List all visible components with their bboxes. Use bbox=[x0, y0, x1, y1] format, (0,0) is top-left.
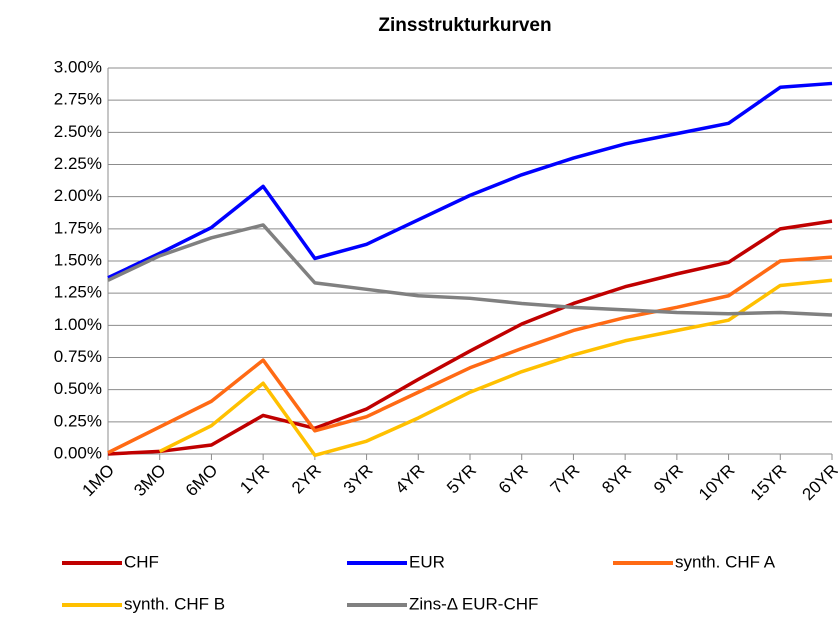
x-tick-label: 9YR bbox=[650, 461, 687, 498]
series-line bbox=[107, 219, 833, 456]
legend-label: synth. CHF B bbox=[124, 594, 225, 613]
x-tick-label: 6MO bbox=[182, 461, 221, 500]
x-tick-label: 10YR bbox=[695, 461, 739, 505]
x-tick-label: 7YR bbox=[547, 461, 584, 498]
legend-label: synth. CHF A bbox=[675, 552, 776, 571]
series-line bbox=[107, 255, 833, 455]
y-tick-label: 2.75% bbox=[54, 90, 102, 109]
x-tick-label: 1MO bbox=[79, 461, 118, 500]
x-tick-label: 2YR bbox=[288, 461, 325, 498]
chart-title: Zinsstrukturkurven bbox=[378, 15, 551, 36]
y-tick-label: 1.50% bbox=[54, 250, 102, 269]
y-tick-label: 0.50% bbox=[54, 379, 102, 398]
y-tick-label: 0.25% bbox=[54, 411, 102, 430]
x-tick-label: 8YR bbox=[598, 461, 635, 498]
y-tick-label: 0.75% bbox=[54, 347, 102, 366]
y-tick-label: 1.75% bbox=[54, 218, 102, 237]
series-line bbox=[107, 81, 833, 280]
y-tick-label: 2.50% bbox=[54, 122, 102, 141]
legend-label: Zins-Δ EUR-CHF bbox=[409, 594, 538, 613]
x-tick-label: 1YR bbox=[236, 461, 273, 498]
x-tick-label: 3MO bbox=[130, 461, 169, 500]
y-tick-label: 1.00% bbox=[54, 315, 102, 334]
y-tick-label: 0.00% bbox=[54, 443, 102, 462]
x-tick-label: 5YR bbox=[443, 461, 480, 498]
legend-label: CHF bbox=[124, 552, 159, 571]
x-tick-label: 20YR bbox=[798, 461, 838, 505]
y-tick-label: 2.00% bbox=[54, 186, 102, 205]
y-tick-label: 2.25% bbox=[54, 154, 102, 173]
series-line bbox=[107, 223, 833, 317]
series-line bbox=[158, 278, 833, 458]
legend-label: EUR bbox=[409, 552, 445, 571]
x-tick-label: 15YR bbox=[747, 461, 791, 505]
x-tick-label: 3YR bbox=[340, 461, 377, 498]
x-tick-label: 6YR bbox=[495, 461, 532, 498]
y-tick-label: 3.00% bbox=[54, 57, 102, 76]
x-tick-label: 4YR bbox=[391, 461, 428, 498]
y-tick-label: 1.25% bbox=[54, 283, 102, 302]
